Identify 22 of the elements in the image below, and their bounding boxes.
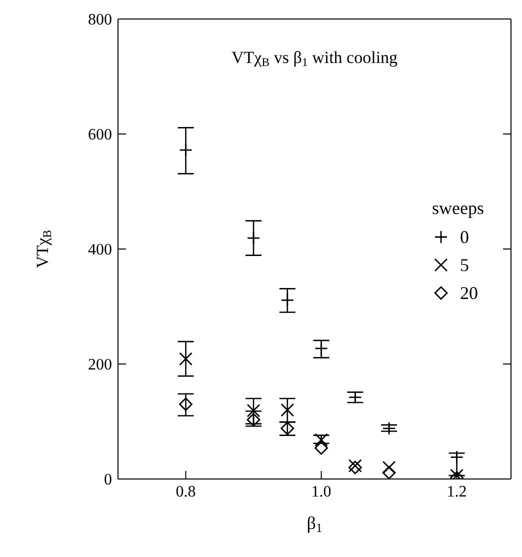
x-tick-label: 1.2 [446, 483, 467, 500]
legend-label: 20 [460, 282, 478, 304]
legend-label: 5 [460, 254, 469, 276]
point [280, 403, 294, 417]
legend-label: 0 [460, 226, 469, 248]
y-tick-label: 0 [104, 472, 112, 489]
y-tick-label: 600 [88, 126, 112, 144]
point [179, 398, 192, 411]
point [246, 404, 260, 418]
point [314, 441, 328, 455]
y-tick-label: 200 [88, 356, 112, 374]
text: VTχ$_{B}$ vs β$_{1}$ with cooling [231, 48, 398, 69]
x-tick-label: 1.0 [311, 483, 332, 500]
point [382, 466, 396, 479]
x-axis-title: β$_{1}$ [306, 513, 322, 536]
point [314, 433, 328, 447]
x-tick-label: 0.8 [176, 483, 196, 500]
legend-title: sweeps [432, 198, 484, 219]
point [179, 352, 192, 366]
y-tick-label: 800 [88, 12, 112, 29]
point [382, 460, 396, 474]
y-tick-label: 400 [88, 242, 112, 259]
